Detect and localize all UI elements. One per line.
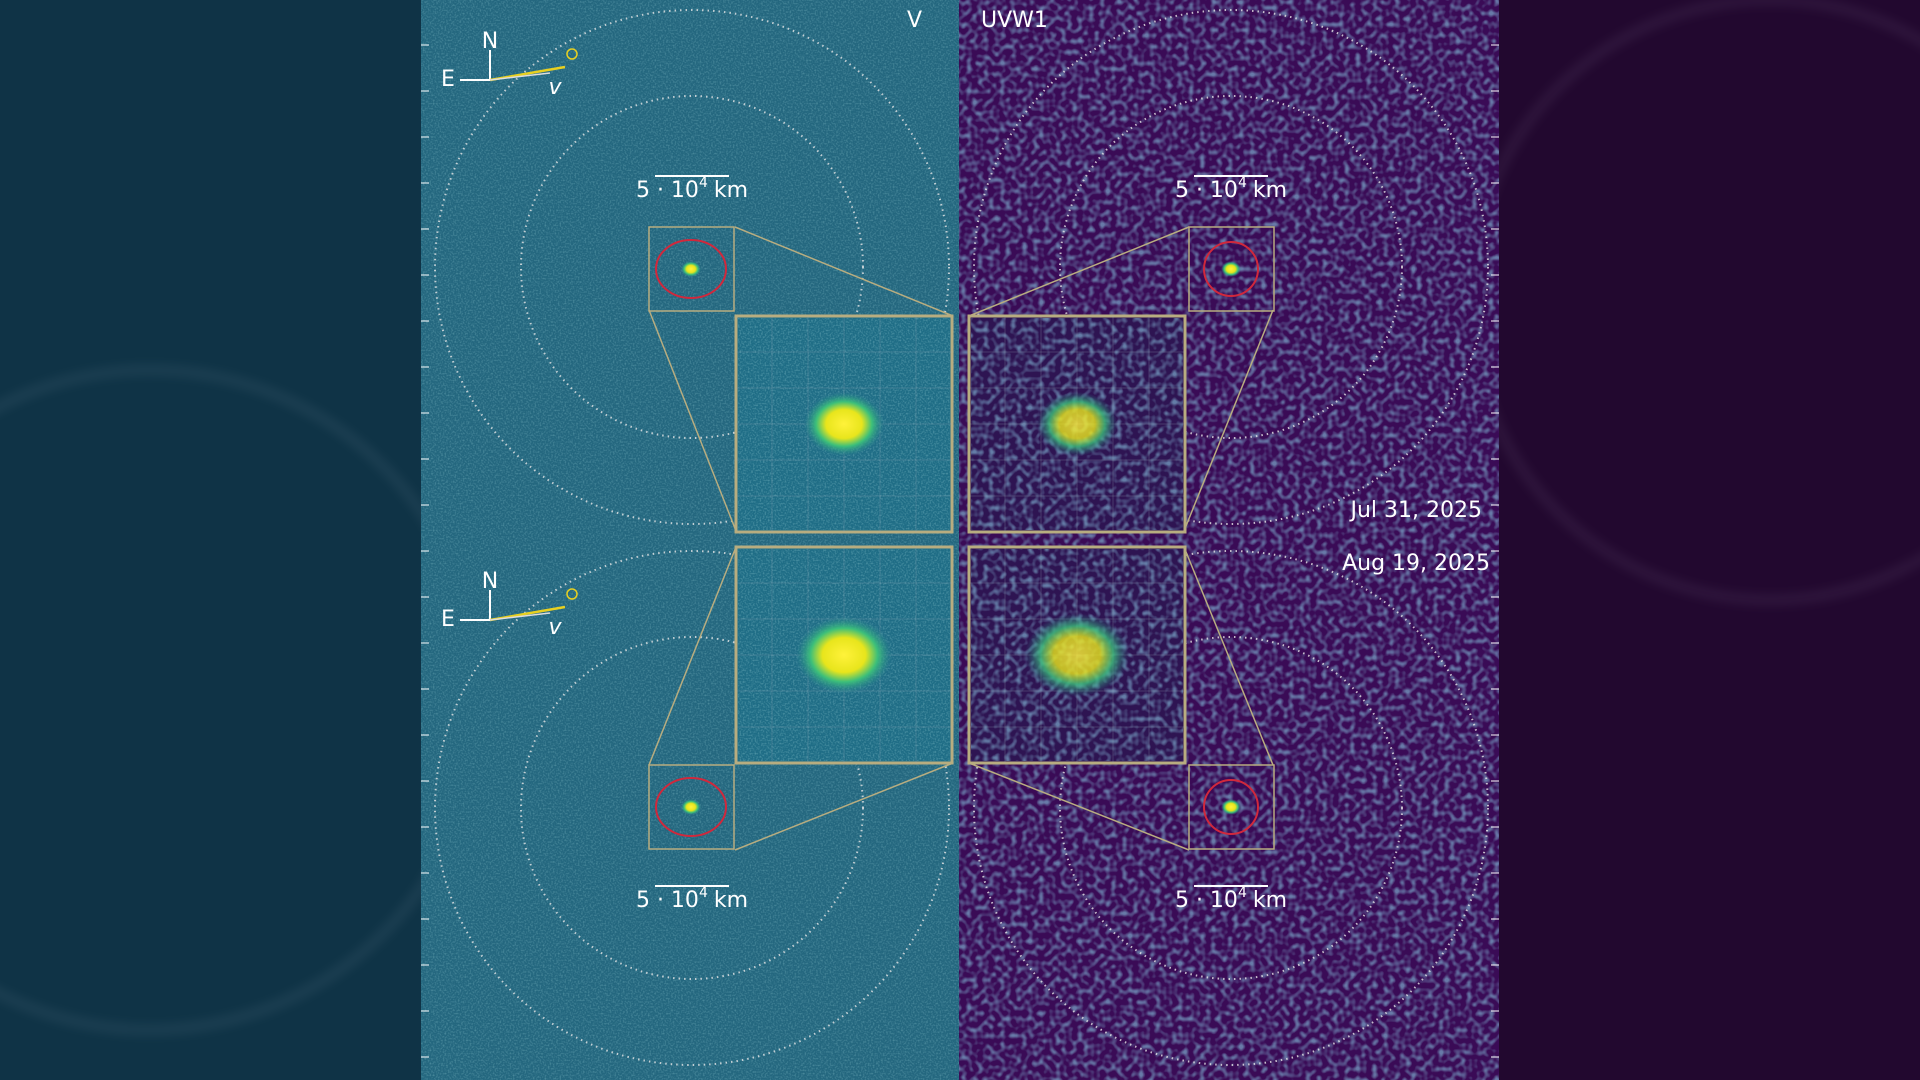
small-box [648, 226, 735, 312]
connector-line [734, 762, 954, 851]
scale-unit: km [714, 178, 748, 203]
velocity-label: v [548, 615, 562, 640]
north-label: N [482, 569, 498, 594]
scale-base: 5 · 10 [636, 888, 699, 913]
scale-label: 5 · 104 km [1175, 885, 1287, 913]
scale-label: 5 · 104 km [1175, 175, 1287, 203]
connector-line [734, 226, 954, 317]
small-box [1188, 226, 1275, 312]
small-blob [1221, 799, 1241, 815]
connector-line [968, 762, 1190, 851]
scale-label: 5 · 104 km [636, 885, 748, 913]
velocity-arrow [489, 72, 551, 81]
scale-base: 5 · 10 [636, 178, 699, 203]
scale-base: 5 · 10 [1175, 178, 1238, 203]
date-label: Jul 31, 2025 [1348, 498, 1482, 523]
small-box [648, 764, 735, 850]
scale-unit: km [1253, 178, 1287, 203]
aperture-circle [1059, 636, 1403, 980]
scale-exponent: 4 [1238, 885, 1247, 901]
zoom-blob [1025, 613, 1129, 697]
scale-exponent: 4 [1238, 175, 1247, 191]
small-blob [681, 799, 701, 815]
aperture-circle [1059, 95, 1403, 439]
scale-label: 5 · 104 km [636, 175, 748, 203]
east-label: E [441, 67, 455, 92]
zoom-blob [796, 616, 892, 694]
zoom-blob [1037, 392, 1117, 456]
scale-exponent: 4 [699, 885, 708, 901]
panel-label: V [907, 8, 922, 33]
connector-line [968, 226, 1190, 317]
aperture-circle [434, 9, 950, 525]
small-box [1188, 764, 1275, 850]
date-label: Aug 19, 2025 [1342, 551, 1490, 576]
connector-line [648, 309, 737, 532]
velocity-label: v [548, 75, 562, 100]
blurred-right-side [1499, 0, 1920, 1080]
velocity-arrow [489, 612, 551, 621]
sun-symbol [566, 588, 578, 600]
connector-line [1183, 309, 1274, 532]
aperture-circle [973, 550, 1489, 1066]
contour [655, 239, 727, 299]
connector-line [648, 546, 737, 766]
small-blob [1221, 261, 1241, 277]
v-panel-noise [421, 0, 959, 1080]
contour [1203, 779, 1259, 835]
connector-line [1183, 546, 1274, 766]
sun-symbol [566, 48, 578, 60]
panel-label: UVW1 [981, 8, 1048, 33]
zoom-blob [804, 392, 884, 456]
contour [1203, 241, 1259, 297]
aperture-circle [973, 9, 1489, 525]
scale-base: 5 · 10 [1175, 888, 1238, 913]
uvw1-panel-noise [959, 0, 1499, 1080]
scale-unit: km [1253, 888, 1287, 913]
aperture-circle [434, 550, 950, 1066]
scale-unit: km [714, 888, 748, 913]
north-label: N [482, 29, 498, 54]
east-label: E [441, 607, 455, 632]
aperture-circle [520, 95, 864, 439]
scale-exponent: 4 [699, 175, 708, 191]
contour [655, 777, 727, 837]
blurred-left-side [0, 0, 421, 1080]
small-blob [681, 261, 701, 277]
aperture-circle [520, 636, 864, 980]
